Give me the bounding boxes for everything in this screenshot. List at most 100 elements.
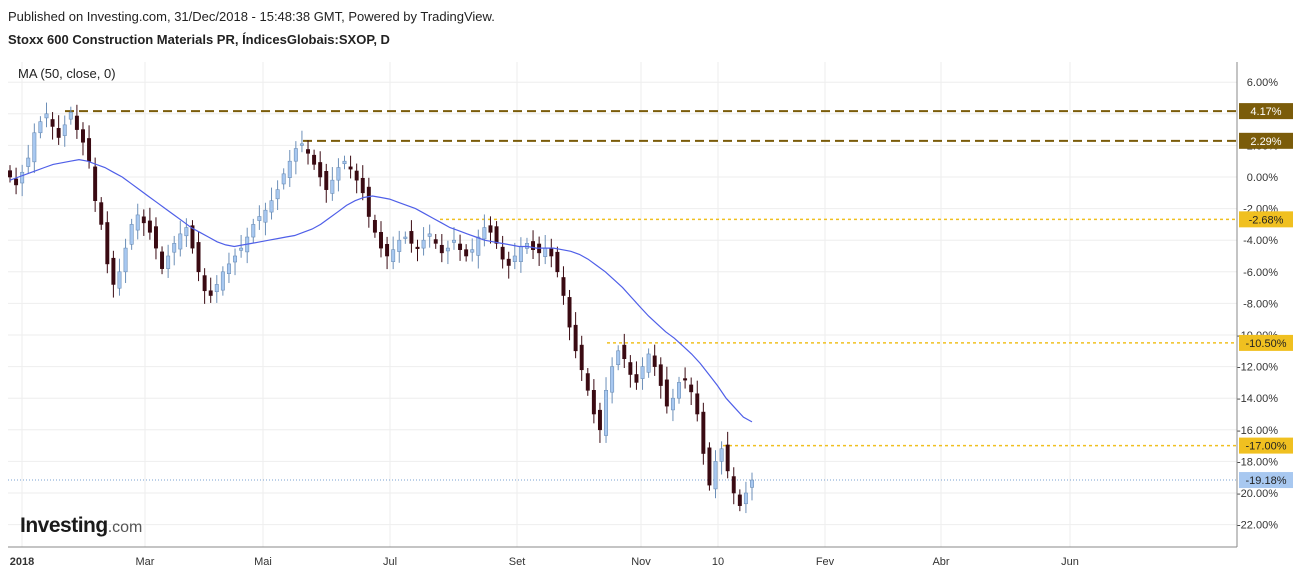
candle-body <box>476 236 481 256</box>
candle-body <box>403 236 408 239</box>
y-tick-label: -6.00% <box>1243 267 1278 279</box>
candle-body <box>561 277 566 296</box>
candle-body <box>44 113 49 119</box>
plot-area[interactable] <box>8 62 1237 547</box>
candle-body <box>713 461 718 490</box>
y-tick-label: 0.00% <box>1247 172 1278 184</box>
candle-body <box>263 209 268 223</box>
candle-body <box>427 233 432 237</box>
candle-body <box>74 115 79 130</box>
candle-body <box>324 171 329 190</box>
candle-body <box>360 177 365 194</box>
candle-body <box>622 344 627 359</box>
candle-body <box>220 271 225 291</box>
candle-body <box>567 297 572 328</box>
candle-body <box>750 479 754 488</box>
y-tick-label: 6.00% <box>1247 77 1278 89</box>
candle-body <box>494 226 499 244</box>
candle-body <box>500 246 505 260</box>
chart-title: Stoxx 600 Construction Materials PR, Índ… <box>8 32 390 47</box>
level-tag-label: -17.00% <box>1246 441 1287 453</box>
candle-body <box>512 255 517 262</box>
level-tag <box>1239 437 1293 454</box>
published-info: Published on Investing.com, 31/Dec/2018 … <box>8 9 495 24</box>
candle-body <box>664 379 669 407</box>
candle-body <box>652 355 657 367</box>
candle-body <box>658 364 663 386</box>
y-tick-label: -12.00% <box>1237 362 1278 374</box>
candle-body <box>616 350 621 366</box>
candle-body <box>488 225 493 233</box>
candle-body <box>725 444 730 472</box>
y-tick-label: -8.00% <box>1243 298 1278 310</box>
y-tick-label: -16.00% <box>1237 425 1278 437</box>
candle-body <box>105 222 110 265</box>
candle-body <box>38 121 43 134</box>
candle-body <box>172 243 177 253</box>
candle-body <box>281 173 286 185</box>
candle-body <box>439 244 444 254</box>
candle-body <box>342 160 347 165</box>
candle-body <box>731 476 736 494</box>
candle-body <box>68 111 73 120</box>
candle-body <box>585 373 590 391</box>
x-tick-label: Set <box>509 556 526 568</box>
candle-body <box>677 382 681 399</box>
candle-body <box>464 249 469 257</box>
candle-body <box>573 324 578 352</box>
candle-body <box>518 246 523 262</box>
candle-body <box>640 366 645 379</box>
candle-body <box>433 239 438 244</box>
candle-body <box>306 149 310 154</box>
level-tag <box>1239 211 1293 228</box>
x-tick-label: Fev <box>816 556 835 568</box>
candle-body <box>32 132 37 163</box>
candle-body <box>604 389 609 436</box>
candle-body <box>409 231 414 244</box>
candle-body <box>330 179 335 194</box>
candle-body <box>366 186 371 217</box>
candle-body <box>190 225 195 249</box>
candle-body <box>99 202 104 225</box>
candle-body <box>14 178 19 186</box>
candle-body <box>610 366 615 393</box>
candle-body <box>141 216 146 224</box>
candle-body <box>160 251 165 269</box>
candle-body <box>743 492 748 505</box>
level-tag-label: 4.17% <box>1250 106 1281 118</box>
candle-body <box>421 239 426 249</box>
candle-body <box>299 143 304 146</box>
x-tick-label: 10 <box>712 556 724 568</box>
candle-body <box>233 255 238 263</box>
candle-body <box>543 247 548 257</box>
candle-body <box>555 251 560 273</box>
candle-body <box>184 227 189 237</box>
candle-body <box>348 166 353 170</box>
candle-body <box>458 243 463 250</box>
y-tick-label: -22.00% <box>1237 520 1278 532</box>
candle-body <box>81 129 85 143</box>
candle-body <box>26 157 31 167</box>
last-price-tag <box>1239 472 1293 489</box>
x-tick-label: Jun <box>1061 556 1079 568</box>
candle-body <box>20 171 25 184</box>
candle-body <box>251 224 256 238</box>
level-tag <box>1239 334 1293 351</box>
candle-body <box>452 239 456 243</box>
candle-body <box>202 275 207 292</box>
candle-body <box>153 226 158 249</box>
candle-body <box>707 447 712 486</box>
candle-body <box>634 374 639 383</box>
x-tick-label: Nov <box>631 556 651 568</box>
candle-body <box>336 167 341 181</box>
candle-body <box>147 220 152 233</box>
moving-average-line <box>9 158 753 423</box>
candle-body <box>214 284 219 293</box>
candle-body <box>56 128 61 138</box>
candle-body <box>135 214 140 231</box>
y-tick-label: -4.00% <box>1243 235 1278 247</box>
last-price-label: -19.18% <box>1246 475 1287 487</box>
logo-main: Investing <box>20 514 108 537</box>
candle-body <box>239 247 244 251</box>
